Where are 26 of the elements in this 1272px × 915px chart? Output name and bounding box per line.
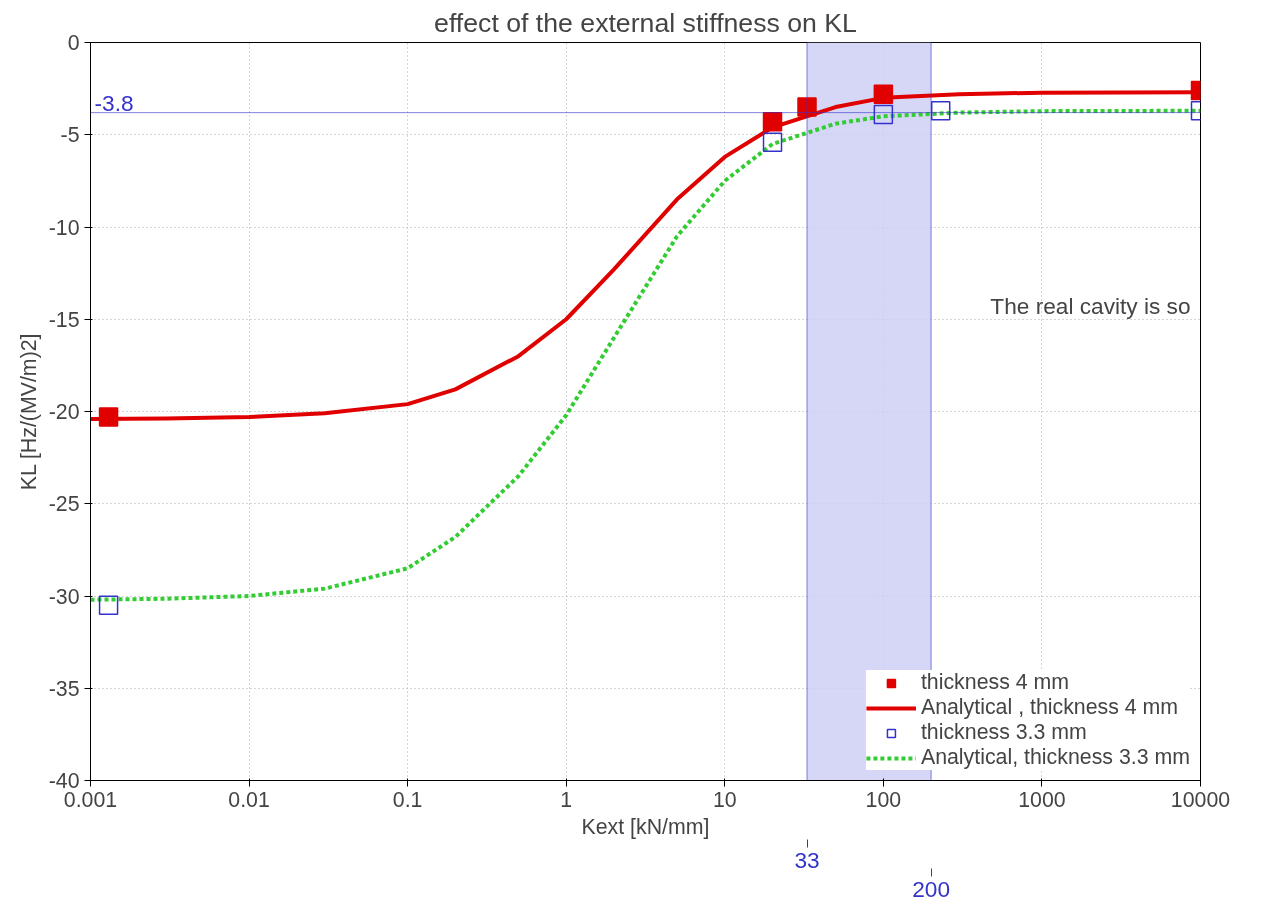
x-tick-label: 10000 — [1170, 787, 1231, 812]
annotation: The real cavity is so — [990, 293, 1191, 320]
chart-title: effect of the external stiffness on KL — [434, 7, 857, 38]
legend-label: Analytical, thickness 3.3 mm — [920, 745, 1190, 770]
x-tick-label: 0.1 — [392, 787, 423, 812]
x-tick-label: 0.01 — [228, 787, 270, 812]
y-tick-label: -20 — [48, 400, 80, 424]
ref-line-label: 33 — [794, 846, 820, 873]
legend-label: Analytical , thickness 4 mm — [920, 695, 1179, 720]
x-tick-label: 1000 — [1018, 787, 1066, 812]
x-tick-label: 1 — [560, 787, 573, 812]
ref-line-label: -3.8 — [94, 89, 134, 116]
ref-line-label: 200 — [912, 875, 950, 902]
y-tick-label: -35 — [48, 676, 80, 701]
x-axis-title: Kext [kN/mm] — [581, 814, 710, 839]
y-tick-label: -5 — [60, 123, 80, 148]
y-tick-label: -10 — [48, 215, 80, 240]
y-tick-label: -25 — [48, 492, 80, 517]
legend-label: thickness 4 mm — [920, 670, 1070, 695]
legend-label: thickness 3.3 mm — [920, 720, 1087, 745]
y-tick-label: -15 — [48, 307, 80, 332]
y-tick-label: -30 — [48, 584, 80, 609]
x-tick-label: 100 — [865, 787, 902, 812]
y-tick-label: 0 — [67, 31, 80, 55]
y-axis-title: KL [Hz/(MV/m)2] — [16, 333, 41, 491]
x-tick-label: 10 — [712, 787, 737, 812]
